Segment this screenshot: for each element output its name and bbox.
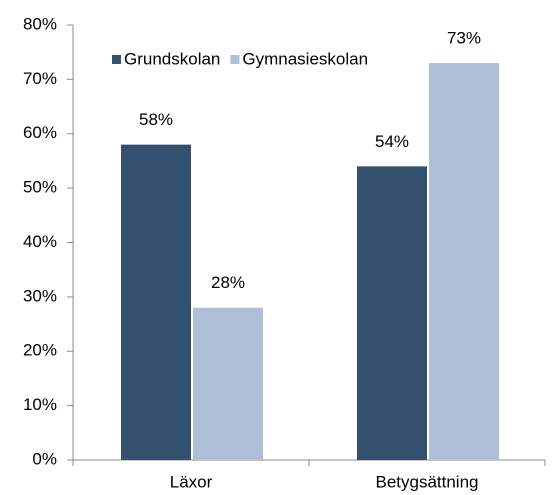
bar xyxy=(357,166,427,460)
value-label: 58% xyxy=(139,110,173,129)
y-tick-label: 20% xyxy=(23,341,57,360)
y-tick-label: 80% xyxy=(23,14,57,33)
value-label: 54% xyxy=(375,132,409,151)
value-label: 73% xyxy=(447,29,481,48)
bar xyxy=(193,307,263,460)
value-label: 28% xyxy=(211,273,245,292)
legend-swatch xyxy=(230,55,240,64)
legend-label: Gymnasieskolan xyxy=(242,49,368,68)
y-tick-label: 60% xyxy=(23,123,57,142)
bar xyxy=(121,144,191,460)
x-tick-label: Läxor xyxy=(170,472,213,491)
y-tick-label: 10% xyxy=(23,395,57,414)
y-tick-label: 0% xyxy=(32,449,57,468)
y-tick-label: 30% xyxy=(23,286,57,305)
x-tick-label: Betygsättning xyxy=(375,472,478,491)
legend-swatch xyxy=(112,55,121,64)
bar xyxy=(429,63,499,460)
legend-label: Grundskolan xyxy=(124,49,220,68)
y-tick-label: 40% xyxy=(23,232,57,251)
y-tick-label: 70% xyxy=(23,69,57,88)
y-tick-label: 50% xyxy=(23,178,57,197)
